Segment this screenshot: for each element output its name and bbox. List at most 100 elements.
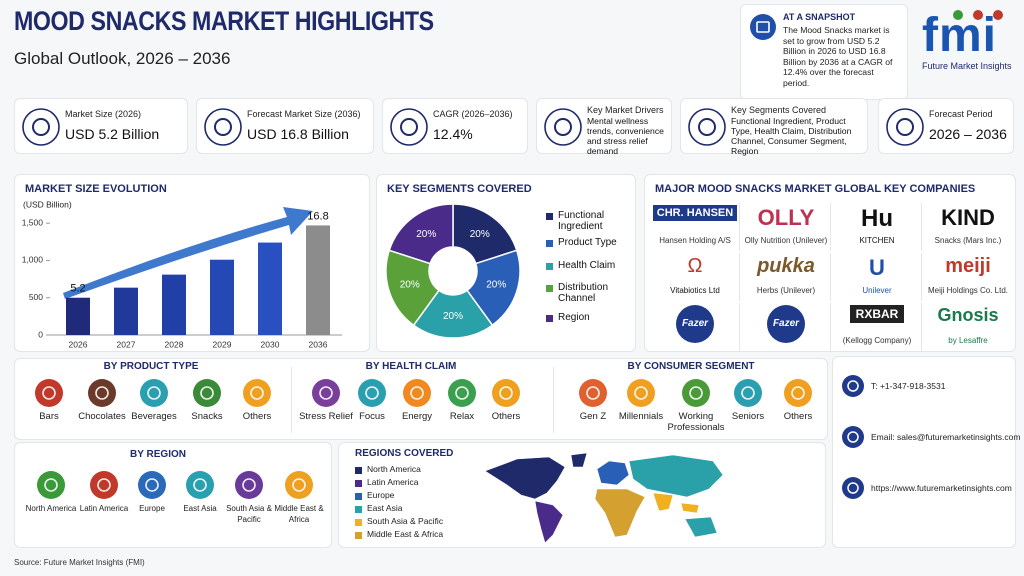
icon-bg [448,379,476,407]
stat-card: Market Size (2026) USD 5.2 Billion [14,98,188,154]
company-logo-wrap: Gnosis [924,305,1012,326]
segment-label: South Asia & Pacific [226,504,272,524]
map-region [534,500,564,544]
company-logo: U [869,255,885,280]
company-logo-wrap: meiji [924,255,1012,278]
segment-label: Others [242,411,272,422]
x-tick-label: 2029 [213,339,232,349]
regions-title: REGIONS COVERED [355,448,454,459]
segment-icon [492,379,520,407]
map-region [628,454,724,498]
legend-label: North America [367,464,421,474]
legend-label: Region [558,312,590,323]
pie-slice [385,249,440,327]
segment-icon [448,379,476,407]
company-cell: Ω Vitabiotics Ltd [651,253,740,301]
bar [306,225,330,335]
value-label: 20% [486,280,506,291]
bar [162,274,186,335]
icon-ring [688,108,726,146]
company-logo: RXBAR [849,305,905,323]
company-cell: CHR. HANSEN Hansen Holding A/S [651,203,740,251]
y-tick-label: 500 [29,292,43,302]
company-cell: Hu KITCHEN [833,203,922,251]
segment-title: BY REGION [130,449,186,460]
icon-ring [204,108,242,146]
icon-glyph [410,386,424,400]
icon-ring [544,108,582,146]
divider [553,367,554,433]
icon-glyph [455,386,469,400]
stat-card: CAGR (2026–2036) 12.4% [382,98,528,154]
pie-slice [452,203,518,265]
icon-glyph [847,431,859,443]
company-logo-wrap: KIND [924,205,1012,231]
icon-core [698,118,716,136]
icon-glyph [499,386,513,400]
segment-icon [285,471,313,499]
segment-label: East Asia [183,504,217,513]
company-logo: CHR. HANSEN [652,205,738,221]
segment-icon [403,379,431,407]
legend-swatch [355,519,362,526]
chart-title: KEY SEGMENTS COVERED [387,183,532,195]
icon-bg [88,379,116,407]
icon-glyph [147,386,161,400]
company-logo: Hu [861,205,893,232]
icon-glyph [44,478,58,492]
segment-icon [358,379,386,407]
x-tick-label: 2036 [309,339,328,349]
icon-bg [235,471,263,499]
icon-ring [390,108,428,146]
legend-swatch [546,315,553,322]
y-tick-label: 1,000 [22,255,44,265]
segment-label: Chocolates [78,411,126,422]
stat-icon [390,108,428,146]
bar [258,242,282,335]
icon-bg [492,379,520,407]
segment-label: Latin America [79,504,129,513]
segment-title: BY HEALTH CLAIM [365,361,457,372]
icon-glyph [193,478,207,492]
segment-label: Gen Z [579,411,607,422]
company-caption: by Lesaffre [948,336,988,345]
segment-label: Bars [39,411,59,422]
icon-bg [750,14,776,40]
map-region [680,502,700,514]
value-label: 20% [416,229,436,240]
icon-bg [312,379,340,407]
icon-bg [243,379,271,407]
segment-label: Others [491,411,521,422]
segment-icon [140,379,168,407]
contact-icon [842,426,864,448]
contact-text: T: +1-347-918-3531 [871,381,946,391]
map-region [484,456,566,500]
icon-bg [140,379,168,407]
stat-icon [688,108,726,146]
icon-glyph [242,478,256,492]
segment-label: Working Professionals [667,411,725,433]
segment-label: Middle East & Africa [274,504,324,524]
title: MOOD SNACKS MARKET HIGHLIGHTS [14,6,434,36]
icon-glyph [756,21,770,33]
bar [66,297,90,335]
logo-caption: Future Market Insights [922,61,1012,71]
segment-icon [312,379,340,407]
stat-value: Functional Ingredient, Product Type, Hea… [731,116,852,156]
company-logo-wrap: pukka [742,255,830,278]
map-region [570,452,588,468]
icon-bg [842,426,864,448]
icon-ring [22,108,60,146]
company-logo-wrap: RXBAR [833,305,921,323]
icon-bg [138,471,166,499]
value-label: 20% [443,311,463,322]
company-logo: Fazer [676,305,714,343]
company-logo-wrap: Hu [833,205,921,233]
segment-icon [243,379,271,407]
snapshot-text: The Mood Snacks market is set to grow fr… [783,25,893,88]
logo-dots [953,10,1003,20]
icon-glyph [741,386,755,400]
companies-panel: MAJOR MOOD SNACKS MARKET GLOBAL KEY COMP… [644,174,1016,352]
segment-icon [235,471,263,499]
